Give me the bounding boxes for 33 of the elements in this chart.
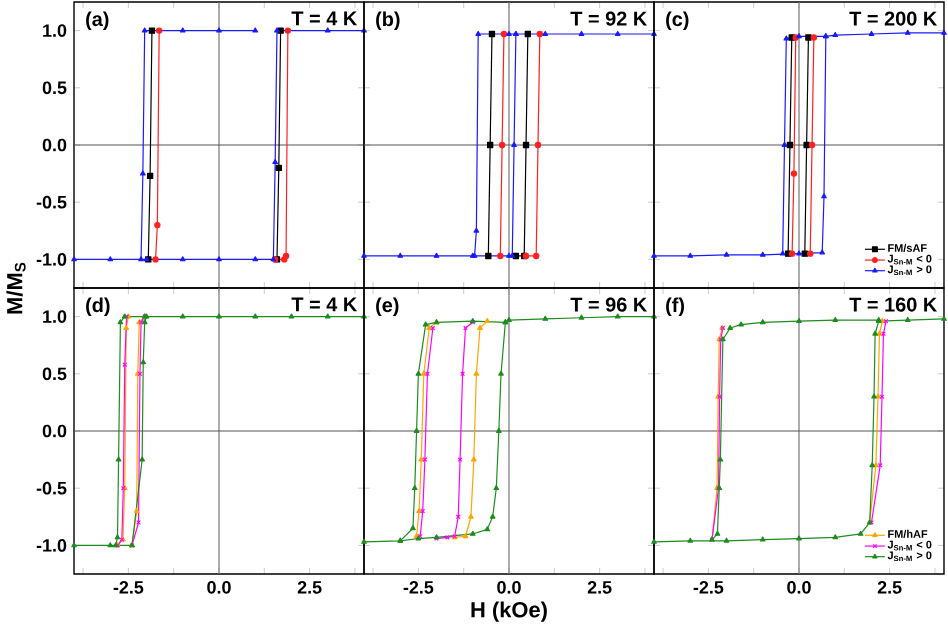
x-tick-label: -2.5 (693, 581, 724, 594)
y-tick-label: 0.0 (42, 138, 67, 152)
y-tick-label: 0.0 (42, 424, 67, 438)
annotation: (e) (376, 297, 399, 317)
y-tick-label: 0.5 (42, 81, 67, 95)
x-axis-title: H (kOe) (471, 601, 547, 622)
annotation: T = 4 K (291, 11, 358, 26)
annotation: (a) (86, 11, 109, 31)
y-tick-label: 1.0 (43, 310, 67, 323)
y-tick-label: 0.5 (42, 367, 67, 381)
y-axis-title: M/M$_{S}$ (6, 262, 26, 314)
x-tick-label: -2.5 (403, 581, 434, 594)
annotation: T = 96 K (570, 297, 648, 312)
y-tick-label: 1.0 (43, 24, 67, 37)
y-tick-label: -1.0 (36, 253, 67, 266)
annotation: (f) (666, 297, 685, 317)
annotation: T = 4 K (291, 297, 358, 312)
annotation: (d) (86, 297, 110, 317)
y-tick-label: -1.0 (36, 539, 67, 552)
annotation: (c) (666, 11, 689, 31)
annotation: (b) (376, 11, 400, 31)
x-tick-label: -2.5 (113, 581, 144, 594)
annotation: T = 92 K (570, 11, 648, 26)
annotation: T = 160 K (849, 297, 938, 312)
x-tick-label: 0.0 (787, 581, 811, 594)
x-tick-label: 0.0 (207, 581, 231, 594)
annotation: T = 200 K (849, 11, 938, 26)
y-tick-label: -0.5 (36, 481, 67, 495)
x-tick-label: 0.0 (497, 581, 521, 594)
x-tick-label: 2.5 (877, 581, 902, 594)
y-tick-label: -0.5 (36, 195, 67, 209)
x-tick-label: 2.5 (587, 581, 612, 594)
x-tick-label: 2.5 (297, 581, 322, 594)
